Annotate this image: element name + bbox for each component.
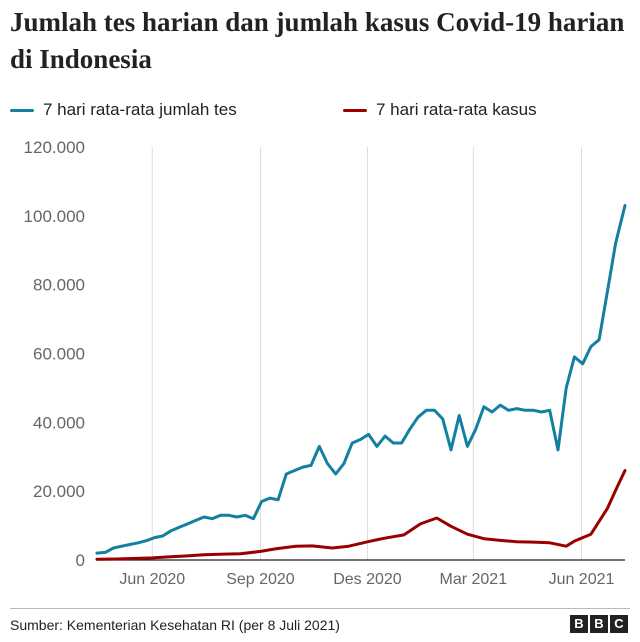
legend-label-cases: 7 hari rata-rata kasus xyxy=(376,100,537,119)
series-line-cases xyxy=(95,469,627,561)
x-tick-label: Sep 2020 xyxy=(226,571,295,588)
footer-divider xyxy=(10,608,630,609)
legend-item-tests: 7 hari rata-rata jumlah tes xyxy=(10,100,237,120)
legend-swatch-tests xyxy=(10,108,34,112)
legend: 7 hari rata-rata jumlah tes 7 hari rata-… xyxy=(10,100,630,128)
bbc-logo: B B C xyxy=(570,615,628,633)
bbc-logo-letter: C xyxy=(610,615,628,633)
series-line-tests xyxy=(95,204,627,555)
y-tick-label: 20.000 xyxy=(33,482,85,501)
y-tick-label: 60.000 xyxy=(33,345,85,364)
chart-title: Jumlah tes harian dan jumlah kasus Covid… xyxy=(10,7,625,74)
bbc-logo-letter: B xyxy=(570,615,588,633)
x-tick-label: Des 2020 xyxy=(333,571,402,588)
legend-label-tests: 7 hari rata-rata jumlah tes xyxy=(43,100,237,119)
x-tick-label: Jun 2020 xyxy=(119,571,185,588)
y-tick-label: 100.000 xyxy=(24,207,85,226)
x-tick-label: Mar 2021 xyxy=(440,571,508,588)
y-tick-label: 80.000 xyxy=(33,276,85,295)
legend-swatch-cases xyxy=(343,108,367,112)
y-tick-label: 120.000 xyxy=(24,138,85,157)
source-note: Sumber: Kementerian Kesehatan RI (per 8 … xyxy=(10,617,340,633)
x-tick-label: Jun 2021 xyxy=(549,571,615,588)
y-tick-label: 40.000 xyxy=(33,413,85,432)
y-tick-label: 0 xyxy=(76,551,85,570)
bbc-logo-letter: B xyxy=(590,615,608,633)
legend-item-cases: 7 hari rata-rata kasus xyxy=(343,100,537,120)
